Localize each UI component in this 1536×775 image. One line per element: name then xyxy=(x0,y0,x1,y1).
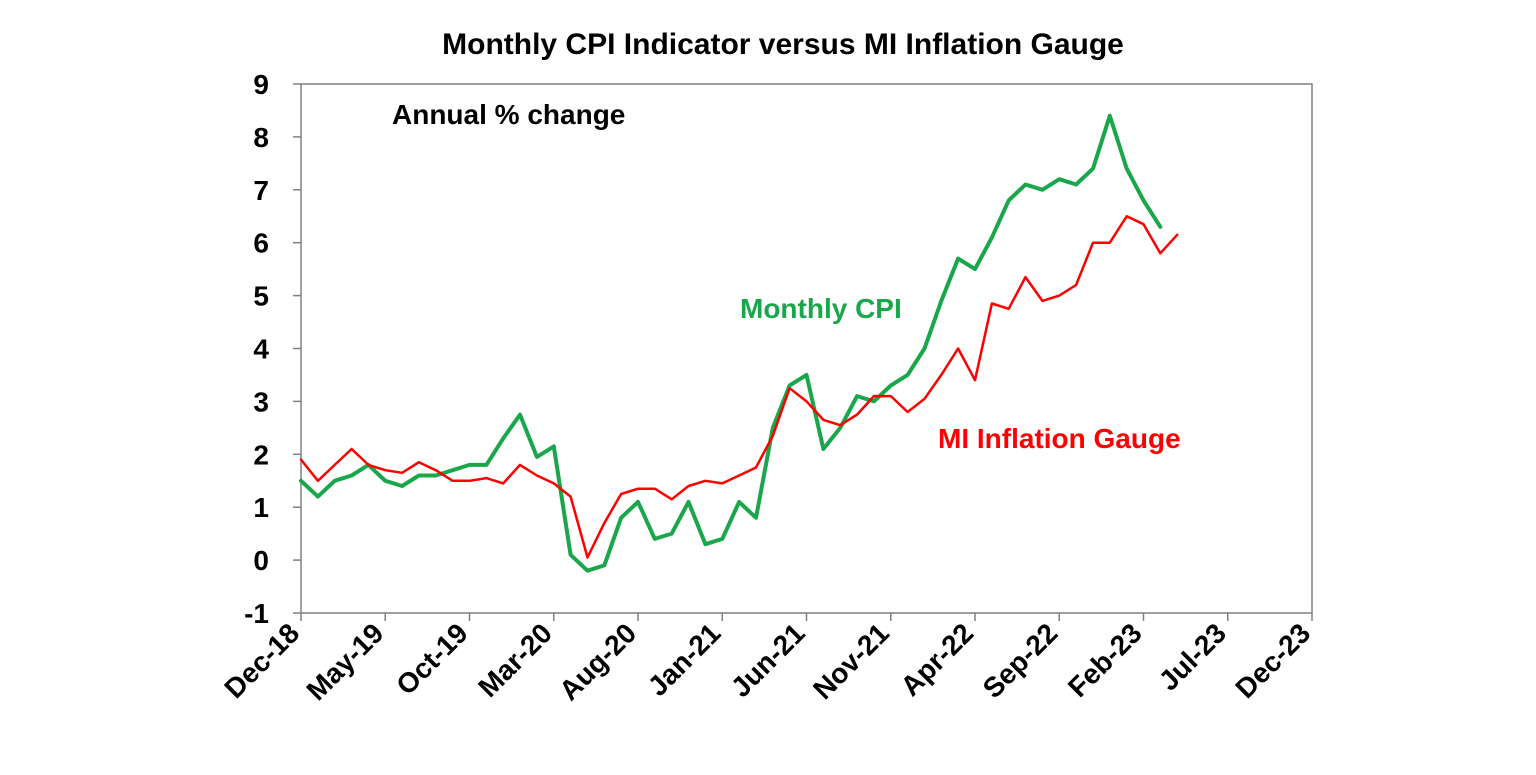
x-tick-label: Nov-21 xyxy=(807,617,895,705)
y-tick-label: 8 xyxy=(253,122,269,153)
series-label-monthly-cpi: Monthly CPI xyxy=(740,293,902,324)
y-tick-label: 3 xyxy=(253,386,269,417)
y-tick-label: 9 xyxy=(253,69,269,100)
chart-title: Monthly CPI Indicator versus MI Inflatio… xyxy=(442,28,1124,61)
x-tick-label: Dec-18 xyxy=(218,617,305,704)
x-tick-label: Dec-23 xyxy=(1229,617,1316,704)
x-tick-label: Jun-21 xyxy=(725,617,811,703)
y-tick-label: 6 xyxy=(253,228,269,259)
series-line-mi-inflation-gauge xyxy=(299,215,1179,559)
x-tick-label: Feb-23 xyxy=(1062,617,1148,703)
y-axis: -1 0 1 2 3 4 5 6 7 8 9 xyxy=(244,69,301,629)
x-tick-label: Oct-19 xyxy=(390,617,474,701)
x-tick-label: Mar-20 xyxy=(472,617,558,703)
y-tick-label: 7 xyxy=(253,175,269,206)
y-tick-label: 2 xyxy=(253,439,269,470)
x-tick-label: Apr-22 xyxy=(895,617,980,702)
x-tick-label: Aug-20 xyxy=(553,617,642,706)
y-tick-label: 0 xyxy=(253,545,269,576)
y-tick-label: 1 xyxy=(253,492,269,523)
x-tick-label: May-19 xyxy=(300,617,389,706)
x-tick-label: Jan-21 xyxy=(642,617,727,702)
y-tick-label: -1 xyxy=(244,598,269,629)
x-tick-label: Sep-22 xyxy=(977,617,1064,704)
unit-annotation: Annual % change xyxy=(392,99,625,130)
series-line-monthly-cpi xyxy=(299,113,1163,573)
series-group xyxy=(299,113,1179,573)
y-tick-label: 5 xyxy=(253,281,269,312)
series-label-mi-inflation-gauge: MI Inflation Gauge xyxy=(938,423,1181,454)
plot-area xyxy=(300,83,1313,614)
y-tick-label: 4 xyxy=(253,334,269,365)
x-tick-label: Jul-23 xyxy=(1153,617,1232,696)
